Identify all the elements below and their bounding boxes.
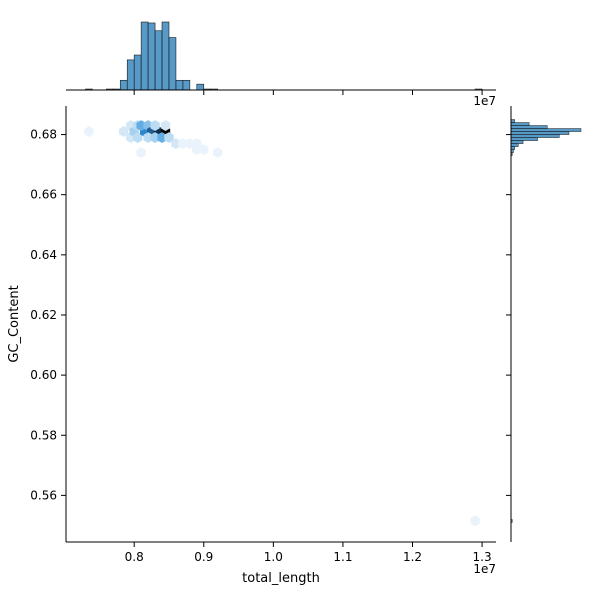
y-tick-label: 0.66 <box>30 188 57 202</box>
x-marginal-histogram <box>85 21 483 91</box>
hexbin <box>199 144 209 155</box>
y-tick-label: 0.62 <box>30 308 57 322</box>
y-marginal-bar <box>510 140 524 144</box>
y-marginal-bar <box>510 125 548 129</box>
x-marginal-bar <box>147 22 156 91</box>
x-marginal-bar <box>119 79 128 91</box>
x-marginal-bar <box>154 30 163 91</box>
x-tick-label: 1.3 <box>473 550 492 564</box>
x-tick-label: 0.8 <box>125 550 144 564</box>
y-tick-label: 0.58 <box>30 428 57 442</box>
hexbin <box>160 120 171 131</box>
x-tick-label: 1.1 <box>333 550 352 564</box>
x-tick-label: 0.9 <box>194 550 213 564</box>
y-marginal-bar <box>510 137 538 141</box>
hexbin <box>213 147 223 159</box>
x-marginal-bar <box>175 79 184 91</box>
x-marginal-bar <box>133 54 142 91</box>
hexbin <box>84 126 94 137</box>
x-tick-label: 1.2 <box>403 550 422 564</box>
y-marginal-bar <box>510 131 570 135</box>
y-tick-label: 0.56 <box>30 488 57 502</box>
y-marginal-bar <box>510 128 582 132</box>
x-offset-label: 1e7 <box>473 562 496 576</box>
x-marginal-bar <box>182 79 191 91</box>
x-marginal-bar <box>126 59 135 91</box>
y-tick-label: 0.64 <box>30 248 57 262</box>
x-marginal-ticks <box>133 90 483 95</box>
hexbin-layer <box>84 120 480 527</box>
x-marginal-bar <box>161 21 170 91</box>
y-axis-label: GC_Content <box>7 285 22 362</box>
y-tick-label: 0.68 <box>30 128 57 142</box>
x-marginal-bar <box>196 83 205 91</box>
hexbin <box>119 126 129 137</box>
hexbin <box>150 120 160 131</box>
hexbin <box>470 515 480 527</box>
y-tick-label: 0.60 <box>30 368 57 382</box>
y-axis-ticks: 0.56 0.58 0.60 0.62 0.64 0.66 0.68 <box>30 128 66 502</box>
x-marginal-offset-label: 1e7 <box>473 94 496 108</box>
x-tick-label: 1.0 <box>264 550 283 564</box>
y-marginal-bar <box>510 143 519 147</box>
y-marginal-ticks <box>506 134 511 496</box>
y-marginal-bar <box>510 134 560 138</box>
hexbin <box>164 132 174 143</box>
y-marginal-bar <box>510 122 530 126</box>
hexbin <box>132 132 143 143</box>
y-marginal-bar <box>510 146 515 150</box>
hexbin <box>136 147 146 159</box>
y-marginal-histogram <box>510 119 582 523</box>
x-marginal-bar <box>168 37 177 91</box>
x-axis-label: total_length <box>242 571 320 586</box>
x-axis-ticks: 0.8 0.9 1.0 1.1 1.2 1.3 <box>125 542 492 564</box>
y-marginal-bar <box>510 119 515 123</box>
x-marginal-bar <box>140 21 149 91</box>
